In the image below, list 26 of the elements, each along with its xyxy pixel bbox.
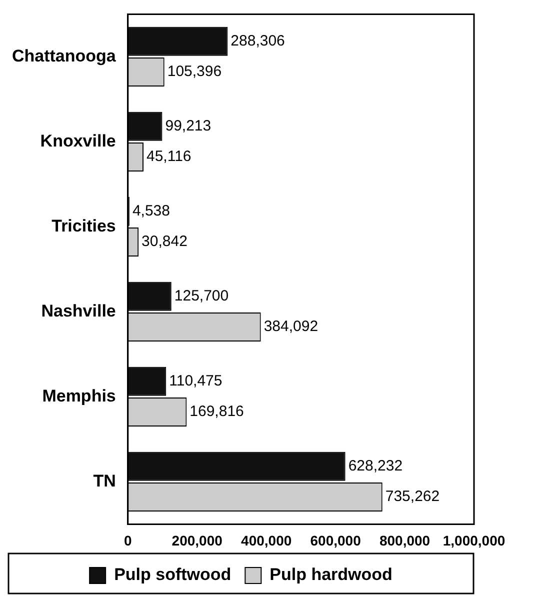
y-tick-label: Knoxville bbox=[40, 131, 116, 150]
data-label: 105,396 bbox=[167, 63, 222, 80]
data-label: 45,116 bbox=[146, 148, 192, 166]
x-tick-label: 400,000 bbox=[241, 532, 292, 548]
y-tick-label: Tricities bbox=[52, 216, 116, 236]
legend-label: Pulp softwood bbox=[114, 565, 232, 584]
y-tick-label: Nashville bbox=[41, 301, 116, 320]
x-tick-label: 600,000 bbox=[310, 532, 362, 548]
data-label: 735,262 bbox=[385, 488, 440, 506]
data-label: 30,842 bbox=[142, 233, 188, 250]
x-tick-label: 0 bbox=[124, 532, 132, 548]
data-label: 125,700 bbox=[174, 288, 229, 305]
data-label: 4,538 bbox=[132, 202, 170, 220]
data-label: 288,306 bbox=[230, 32, 285, 50]
data-label: 384,092 bbox=[264, 318, 318, 336]
x-tick-label: 800,000 bbox=[379, 532, 430, 548]
y-tick-label: Memphis bbox=[42, 386, 116, 406]
y-tick-label: Chattanooga bbox=[12, 46, 116, 66]
y-tick-label: TN bbox=[93, 471, 116, 490]
data-label: 628,232 bbox=[348, 458, 403, 475]
data-label: 169,816 bbox=[190, 403, 244, 420]
legend-label: Pulp hardwood bbox=[270, 565, 392, 584]
data-label: 99,213 bbox=[165, 118, 212, 135]
x-tick-label: 1,000,000 bbox=[442, 532, 506, 548]
data-label: 110,475 bbox=[169, 372, 222, 390]
x-tick-label: 200,000 bbox=[172, 532, 223, 548]
